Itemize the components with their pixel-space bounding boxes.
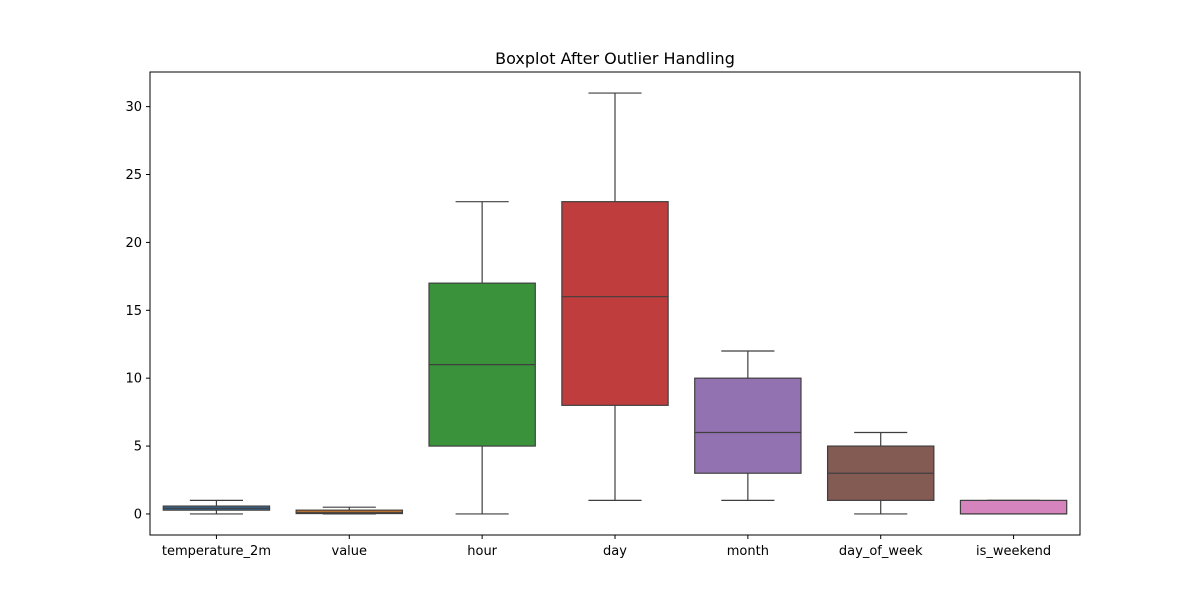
box-group-temperature_2m [162, 499, 271, 515]
x-tick-label: month [727, 544, 769, 559]
box-is_weekend [959, 499, 1068, 515]
box-group-month [694, 350, 802, 501]
box-group-is_weekend [959, 499, 1068, 515]
box-day [561, 201, 669, 406]
x-tick-label: day [603, 544, 627, 559]
chart-title: Boxplot After Outlier Handling [495, 49, 735, 68]
y-tick-label: 20 [125, 236, 142, 251]
x-tick-label: hour [467, 544, 497, 559]
x-tick-label: is_weekend [976, 544, 1051, 559]
x-axis: temperature_2m value hour day month day_of_we… [162, 535, 1051, 559]
y-axis: 0 5 10 15 20 25 30 [125, 100, 150, 522]
box-group-value [295, 506, 404, 515]
box-month [694, 377, 802, 474]
plot-frame [149, 71, 1081, 536]
box-group-day [561, 92, 669, 501]
boxes-layer [162, 92, 1068, 515]
x-tick-label: temperature_2m [162, 544, 271, 559]
y-tick-label: 10 [125, 372, 142, 387]
x-tick-label: day_of_week [839, 544, 923, 559]
box-group-day_of_week [826, 431, 935, 515]
y-tick-label: 25 [125, 168, 142, 183]
box-group-hour [428, 201, 536, 515]
y-tick-label: 30 [125, 100, 142, 115]
y-tick-label: 15 [125, 304, 142, 319]
y-tick-label: 0 [134, 507, 142, 522]
y-tick-label: 5 [134, 440, 142, 455]
x-tick-label: value [332, 544, 368, 559]
